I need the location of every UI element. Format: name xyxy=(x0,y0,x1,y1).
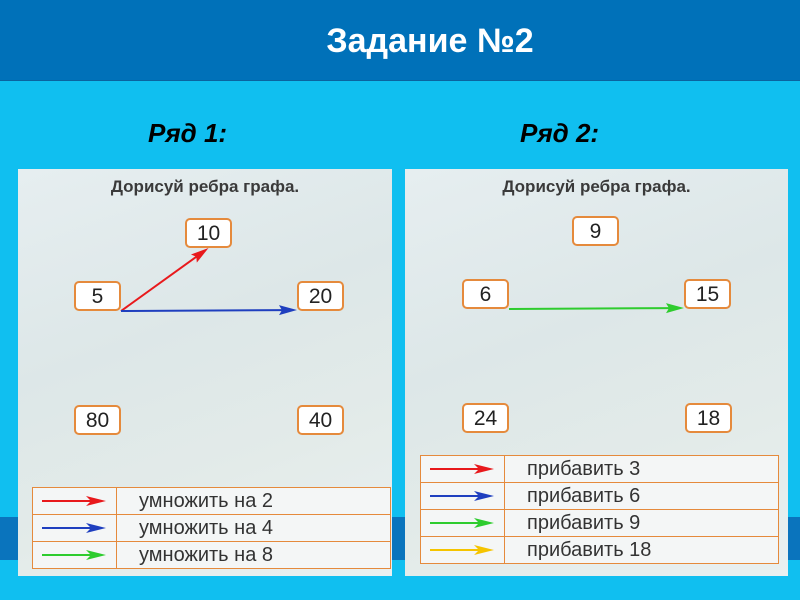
legend-label: умножить на 4 xyxy=(116,514,391,542)
graph-edge-5-20 xyxy=(120,309,284,312)
green-arrow-icon xyxy=(32,541,117,569)
page-title: Задание №2 xyxy=(326,22,534,60)
graph-node[interactable]: 80 xyxy=(74,405,121,435)
row-2-label: Ряд 2: xyxy=(520,118,600,148)
instruction: Дорисуй ребра графа. xyxy=(502,177,691,196)
row-1-panel: Дорисуй ребра графа. 10 5 20 80 40 умнож… xyxy=(18,169,392,576)
blue-arrow-icon xyxy=(32,514,117,542)
legend-row: прибавить 3 xyxy=(420,455,779,483)
row-2-panel: Дорисуй ребра графа. 9 6 15 24 18 прибав… xyxy=(405,169,788,576)
legend-row: умножить на 2 xyxy=(32,487,391,515)
graph-node[interactable]: 5 xyxy=(74,281,121,311)
graph-node[interactable]: 20 xyxy=(297,281,344,311)
legend-table: умножить на 2 умножить на 4 умножить на 8 xyxy=(32,487,391,569)
green-arrow-icon xyxy=(420,509,505,537)
legend-label: прибавить 3 xyxy=(504,455,779,483)
legend-row: прибавить 9 xyxy=(420,509,779,537)
legend-label: умножить на 8 xyxy=(116,541,391,569)
graph-node[interactable]: 24 xyxy=(462,403,509,433)
yellow-arrow-icon xyxy=(420,536,505,564)
legend-row: прибавить 6 xyxy=(420,482,779,510)
blue-arrow-icon xyxy=(420,482,505,510)
header-bar: Задание №2 xyxy=(0,0,800,81)
arrowhead-icon xyxy=(665,303,684,314)
graph-edges xyxy=(120,248,297,316)
arrowhead-icon xyxy=(190,248,209,263)
graph-node[interactable]: 9 xyxy=(572,216,619,246)
graph-node[interactable]: 40 xyxy=(297,405,344,435)
legend-label: умножить на 2 xyxy=(116,487,391,515)
arrowhead-icon xyxy=(278,305,297,316)
red-arrow-icon xyxy=(32,487,117,515)
legend-row: умножить на 8 xyxy=(32,541,391,569)
graph-node[interactable]: 15 xyxy=(684,279,731,309)
legend-row: умножить на 4 xyxy=(32,514,391,542)
graph-edge-6-15 xyxy=(508,307,671,310)
graph-node[interactable]: 6 xyxy=(462,279,509,309)
legend-label: прибавить 9 xyxy=(504,509,779,537)
graph-node[interactable]: 10 xyxy=(185,218,232,248)
legend-label: прибавить 18 xyxy=(504,536,779,564)
graph-edges xyxy=(508,303,684,314)
row-1-label: Ряд 1: xyxy=(148,118,228,148)
instruction: Дорисуй ребра графа. xyxy=(110,177,300,196)
red-arrow-icon xyxy=(420,455,505,483)
legend-label: прибавить 6 xyxy=(504,482,779,510)
graph-node[interactable]: 18 xyxy=(685,403,732,433)
legend-table: прибавить 3 прибавить 6 прибавить 9 прибави… xyxy=(420,455,779,564)
graph-edge-5-10 xyxy=(120,255,198,312)
legend-row: прибавить 18 xyxy=(420,536,779,564)
